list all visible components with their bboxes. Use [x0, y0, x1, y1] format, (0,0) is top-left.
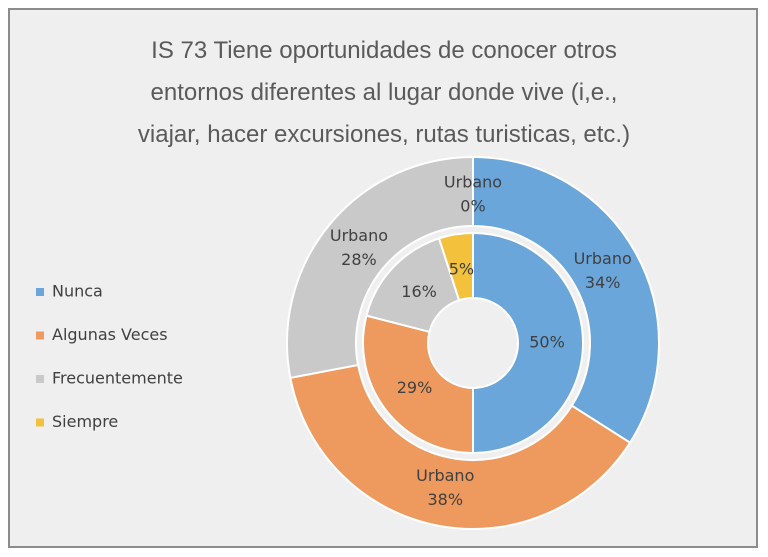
- legend-label: Nunca: [52, 282, 103, 301]
- legend-swatch: [36, 418, 44, 427]
- slice-value-label: 0%: [460, 197, 485, 216]
- legend-swatch: [36, 331, 44, 340]
- slice-value-label: 16%: [401, 282, 437, 301]
- legend-label: Siempre: [52, 412, 118, 431]
- donut-slice: [286, 155, 474, 380]
- slice-series-label: Urbano: [416, 466, 474, 485]
- donut-slice: [437, 231, 474, 302]
- legend-swatch: [36, 375, 44, 383]
- donut-slice: [289, 363, 632, 530]
- legend-label: Algunas Veces: [52, 325, 168, 344]
- legend-swatch: [36, 288, 44, 296]
- slice-value-label: 38%: [427, 490, 463, 509]
- slice-series-label: Urbano: [574, 249, 632, 268]
- slice-value-label: 28%: [341, 250, 377, 269]
- slice-value-label: 50%: [529, 333, 565, 352]
- donut-slice: [472, 231, 584, 455]
- slice-value-label: 5%: [449, 259, 474, 278]
- donut-slice: [472, 155, 660, 445]
- legend-label: Frecuentemente: [52, 369, 183, 388]
- slice-value-label: 34%: [585, 273, 621, 292]
- slice-series-label: Urbano: [330, 226, 388, 245]
- donut-slice: [362, 314, 474, 455]
- slice-series-label: Urbano: [444, 173, 502, 192]
- chart-title: IS 73 Tiene oportunidades de conocer otr…: [137, 37, 631, 148]
- slice-value-label: 29%: [397, 378, 433, 397]
